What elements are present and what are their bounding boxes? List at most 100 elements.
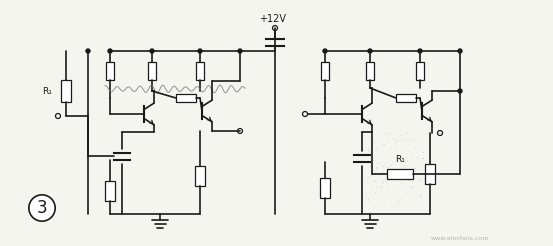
Point — [409, 138, 418, 142]
Point — [368, 149, 377, 153]
Text: R₁: R₁ — [42, 87, 52, 95]
Bar — [105, 181, 115, 201]
Point — [373, 184, 382, 188]
Point — [416, 178, 425, 182]
Point — [419, 150, 427, 154]
Point — [378, 179, 387, 183]
Point — [363, 196, 372, 200]
Circle shape — [198, 49, 202, 53]
Point — [403, 130, 412, 134]
Bar — [416, 62, 424, 80]
Bar — [425, 164, 435, 184]
Circle shape — [238, 49, 242, 53]
Point — [417, 193, 426, 197]
Point — [384, 132, 393, 136]
Point — [407, 136, 416, 140]
Text: R₁: R₁ — [395, 155, 405, 164]
Text: +12V: +12V — [259, 14, 286, 24]
Bar — [396, 94, 416, 102]
Point — [397, 200, 406, 204]
Point — [370, 179, 379, 183]
Point — [390, 137, 399, 140]
Point — [400, 171, 409, 175]
Point — [373, 172, 382, 176]
Point — [392, 147, 400, 151]
Point — [397, 137, 405, 141]
Point — [378, 194, 387, 198]
Point — [396, 185, 405, 189]
Point — [407, 186, 416, 190]
Point — [369, 155, 378, 159]
Point — [365, 198, 374, 202]
Point — [392, 139, 400, 143]
Point — [383, 139, 392, 143]
Point — [365, 146, 374, 150]
Circle shape — [323, 49, 327, 53]
Point — [408, 184, 416, 188]
Point — [380, 131, 389, 135]
Point — [368, 143, 377, 147]
Point — [366, 164, 375, 168]
Point — [410, 166, 419, 170]
Circle shape — [418, 49, 422, 53]
Bar — [387, 169, 413, 179]
Point — [393, 201, 402, 205]
Point — [363, 175, 372, 179]
Point — [370, 178, 379, 182]
Point — [372, 165, 380, 169]
Point — [388, 136, 397, 140]
Point — [367, 188, 375, 192]
Point — [372, 146, 380, 150]
Circle shape — [86, 49, 90, 53]
Point — [362, 193, 371, 197]
Point — [364, 149, 373, 153]
Point — [393, 199, 402, 203]
Point — [361, 191, 370, 195]
Point — [410, 147, 419, 151]
Point — [420, 182, 429, 186]
Point — [418, 143, 426, 147]
Text: 3: 3 — [36, 199, 48, 217]
Circle shape — [368, 49, 372, 53]
Point — [387, 200, 395, 204]
Circle shape — [108, 49, 112, 53]
Point — [382, 180, 391, 184]
Point — [404, 178, 413, 182]
Point — [410, 166, 419, 170]
Circle shape — [458, 49, 462, 53]
Point — [403, 168, 412, 171]
Point — [369, 157, 378, 161]
Point — [407, 153, 416, 157]
Point — [377, 184, 385, 188]
Point — [363, 179, 372, 183]
Point — [383, 165, 392, 169]
Point — [382, 185, 391, 189]
Bar — [176, 94, 196, 102]
Point — [419, 156, 427, 160]
Point — [409, 165, 418, 169]
Point — [376, 185, 385, 189]
Circle shape — [150, 49, 154, 53]
Point — [419, 171, 427, 175]
Point — [387, 163, 396, 167]
Point — [418, 156, 426, 160]
Point — [364, 134, 373, 138]
Bar — [106, 62, 114, 80]
Point — [414, 177, 423, 181]
Point — [379, 143, 388, 147]
Bar — [61, 80, 71, 102]
Point — [373, 161, 382, 165]
Point — [397, 197, 405, 201]
Point — [404, 184, 413, 188]
Point — [397, 133, 405, 137]
Point — [397, 181, 406, 185]
Point — [371, 190, 380, 194]
Circle shape — [458, 89, 462, 93]
Bar — [320, 178, 330, 198]
Bar — [195, 166, 205, 186]
Bar — [321, 62, 329, 80]
Point — [401, 137, 410, 141]
Text: www.elecfans.com: www.elecfans.com — [431, 236, 489, 241]
Point — [392, 171, 401, 175]
Bar — [196, 62, 204, 80]
